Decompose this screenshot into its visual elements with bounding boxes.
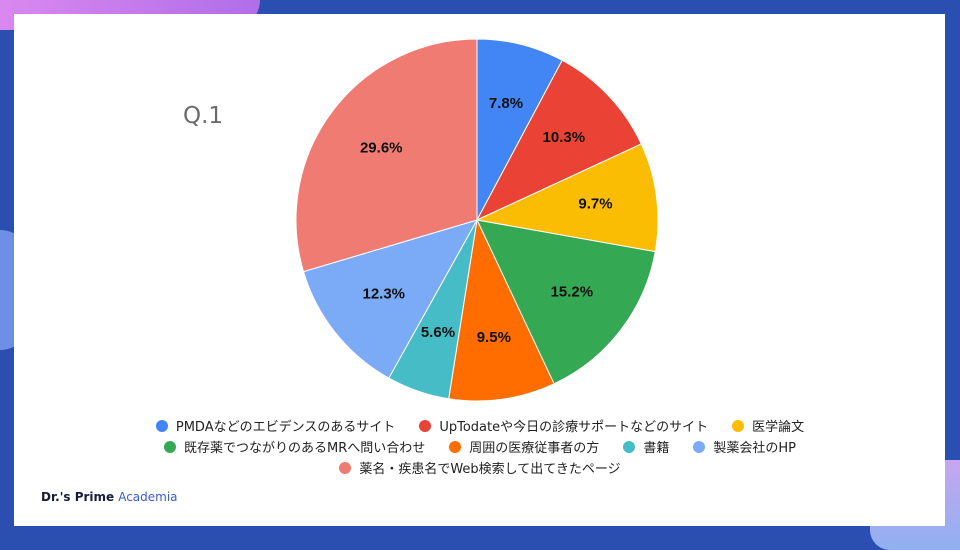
pie-slice-3 <box>476 219 656 385</box>
legend-swatch-1 <box>419 419 432 432</box>
legend-label-5: 書籍 <box>643 441 670 456</box>
legend-item-1: UpTodateや今日の診療サポートなどのサイト <box>419 416 708 435</box>
legend-swatch-5 <box>623 440 636 453</box>
pie-slice-label-7: 29.6% <box>360 140 403 157</box>
pie-slice-1 <box>475 59 642 222</box>
legend-label-2: 医学論文 <box>752 420 805 435</box>
pie-slice-label-6: 12.3% <box>362 286 405 303</box>
legend-swatch-0 <box>155 419 168 432</box>
legend-swatch-7 <box>339 461 352 474</box>
brand-name: Dr.'s Prime <box>41 490 115 504</box>
pie-slice-label-3: 15.2% <box>551 284 594 301</box>
legend-row-0: PMDAなどのエビデンスのあるサイト UpTodateや今日の診療サポートなどのサ… <box>0 415 960 436</box>
legend-swatch-6 <box>693 440 706 453</box>
pie-slice-label-4: 9.5% <box>477 329 511 346</box>
legend-label-0: PMDAなどのエビデンスのあるサイト <box>175 420 396 435</box>
legend-item-5: 書籍 <box>623 437 669 456</box>
legend-swatch-3 <box>164 440 177 453</box>
pie-slice-6 <box>302 219 479 379</box>
legend-item-6: 製薬会社のHP <box>693 437 796 456</box>
pie-slice-7 <box>295 38 478 273</box>
pie-slice-label-1: 10.3% <box>543 129 586 146</box>
pie-slice-2 <box>475 143 659 253</box>
pie-slice-label-2: 9.7% <box>578 196 612 213</box>
legend-label-7: 薬名・疾患名でWeb検索して出てきたページ <box>359 462 621 477</box>
question-label: Q.1 <box>183 103 224 129</box>
legend-label-1: UpTodateや今日の診療サポートなどのサイト <box>439 420 709 435</box>
legend-item-3: 既存薬でつながりのあるMRへ問い合わせ <box>164 437 425 456</box>
legend-row-1: 既存薬でつながりのあるMRへ問い合わせ 周囲の医療従事者の方 書籍 製薬会社のHP <box>0 436 960 457</box>
legend-label-3: 既存薬でつながりのあるMRへ問い合わせ <box>184 441 426 456</box>
pie-slice-4 <box>448 218 555 402</box>
brand-subname: Academia <box>118 490 178 504</box>
legend-item-7: 薬名・疾患名でWeb検索して出てきたページ <box>339 458 621 477</box>
pie-slice-label-0: 7.8% <box>489 95 523 112</box>
legend-item-2: 医学論文 <box>732 416 804 435</box>
legend-label-6: 製薬会社のHP <box>713 441 796 456</box>
pie-slice-label-5: 5.6% <box>421 324 455 341</box>
legend-row-2: 薬名・疾患名でWeb検索して出てきたページ <box>0 457 960 478</box>
chart-legend: PMDAなどのエビデンスのあるサイト UpTodateや今日の診療サポートなどのサ… <box>0 415 960 478</box>
legend-swatch-2 <box>732 419 745 432</box>
legend-item-0: PMDAなどのエビデンスのあるサイト <box>155 416 396 435</box>
legend-swatch-4 <box>449 440 462 453</box>
brand-logo: Dr.'s Prime Academia <box>41 490 178 504</box>
legend-label-4: 周囲の医療従事者の方 <box>469 441 600 456</box>
legend-item-4: 周囲の医療従事者の方 <box>449 437 599 456</box>
